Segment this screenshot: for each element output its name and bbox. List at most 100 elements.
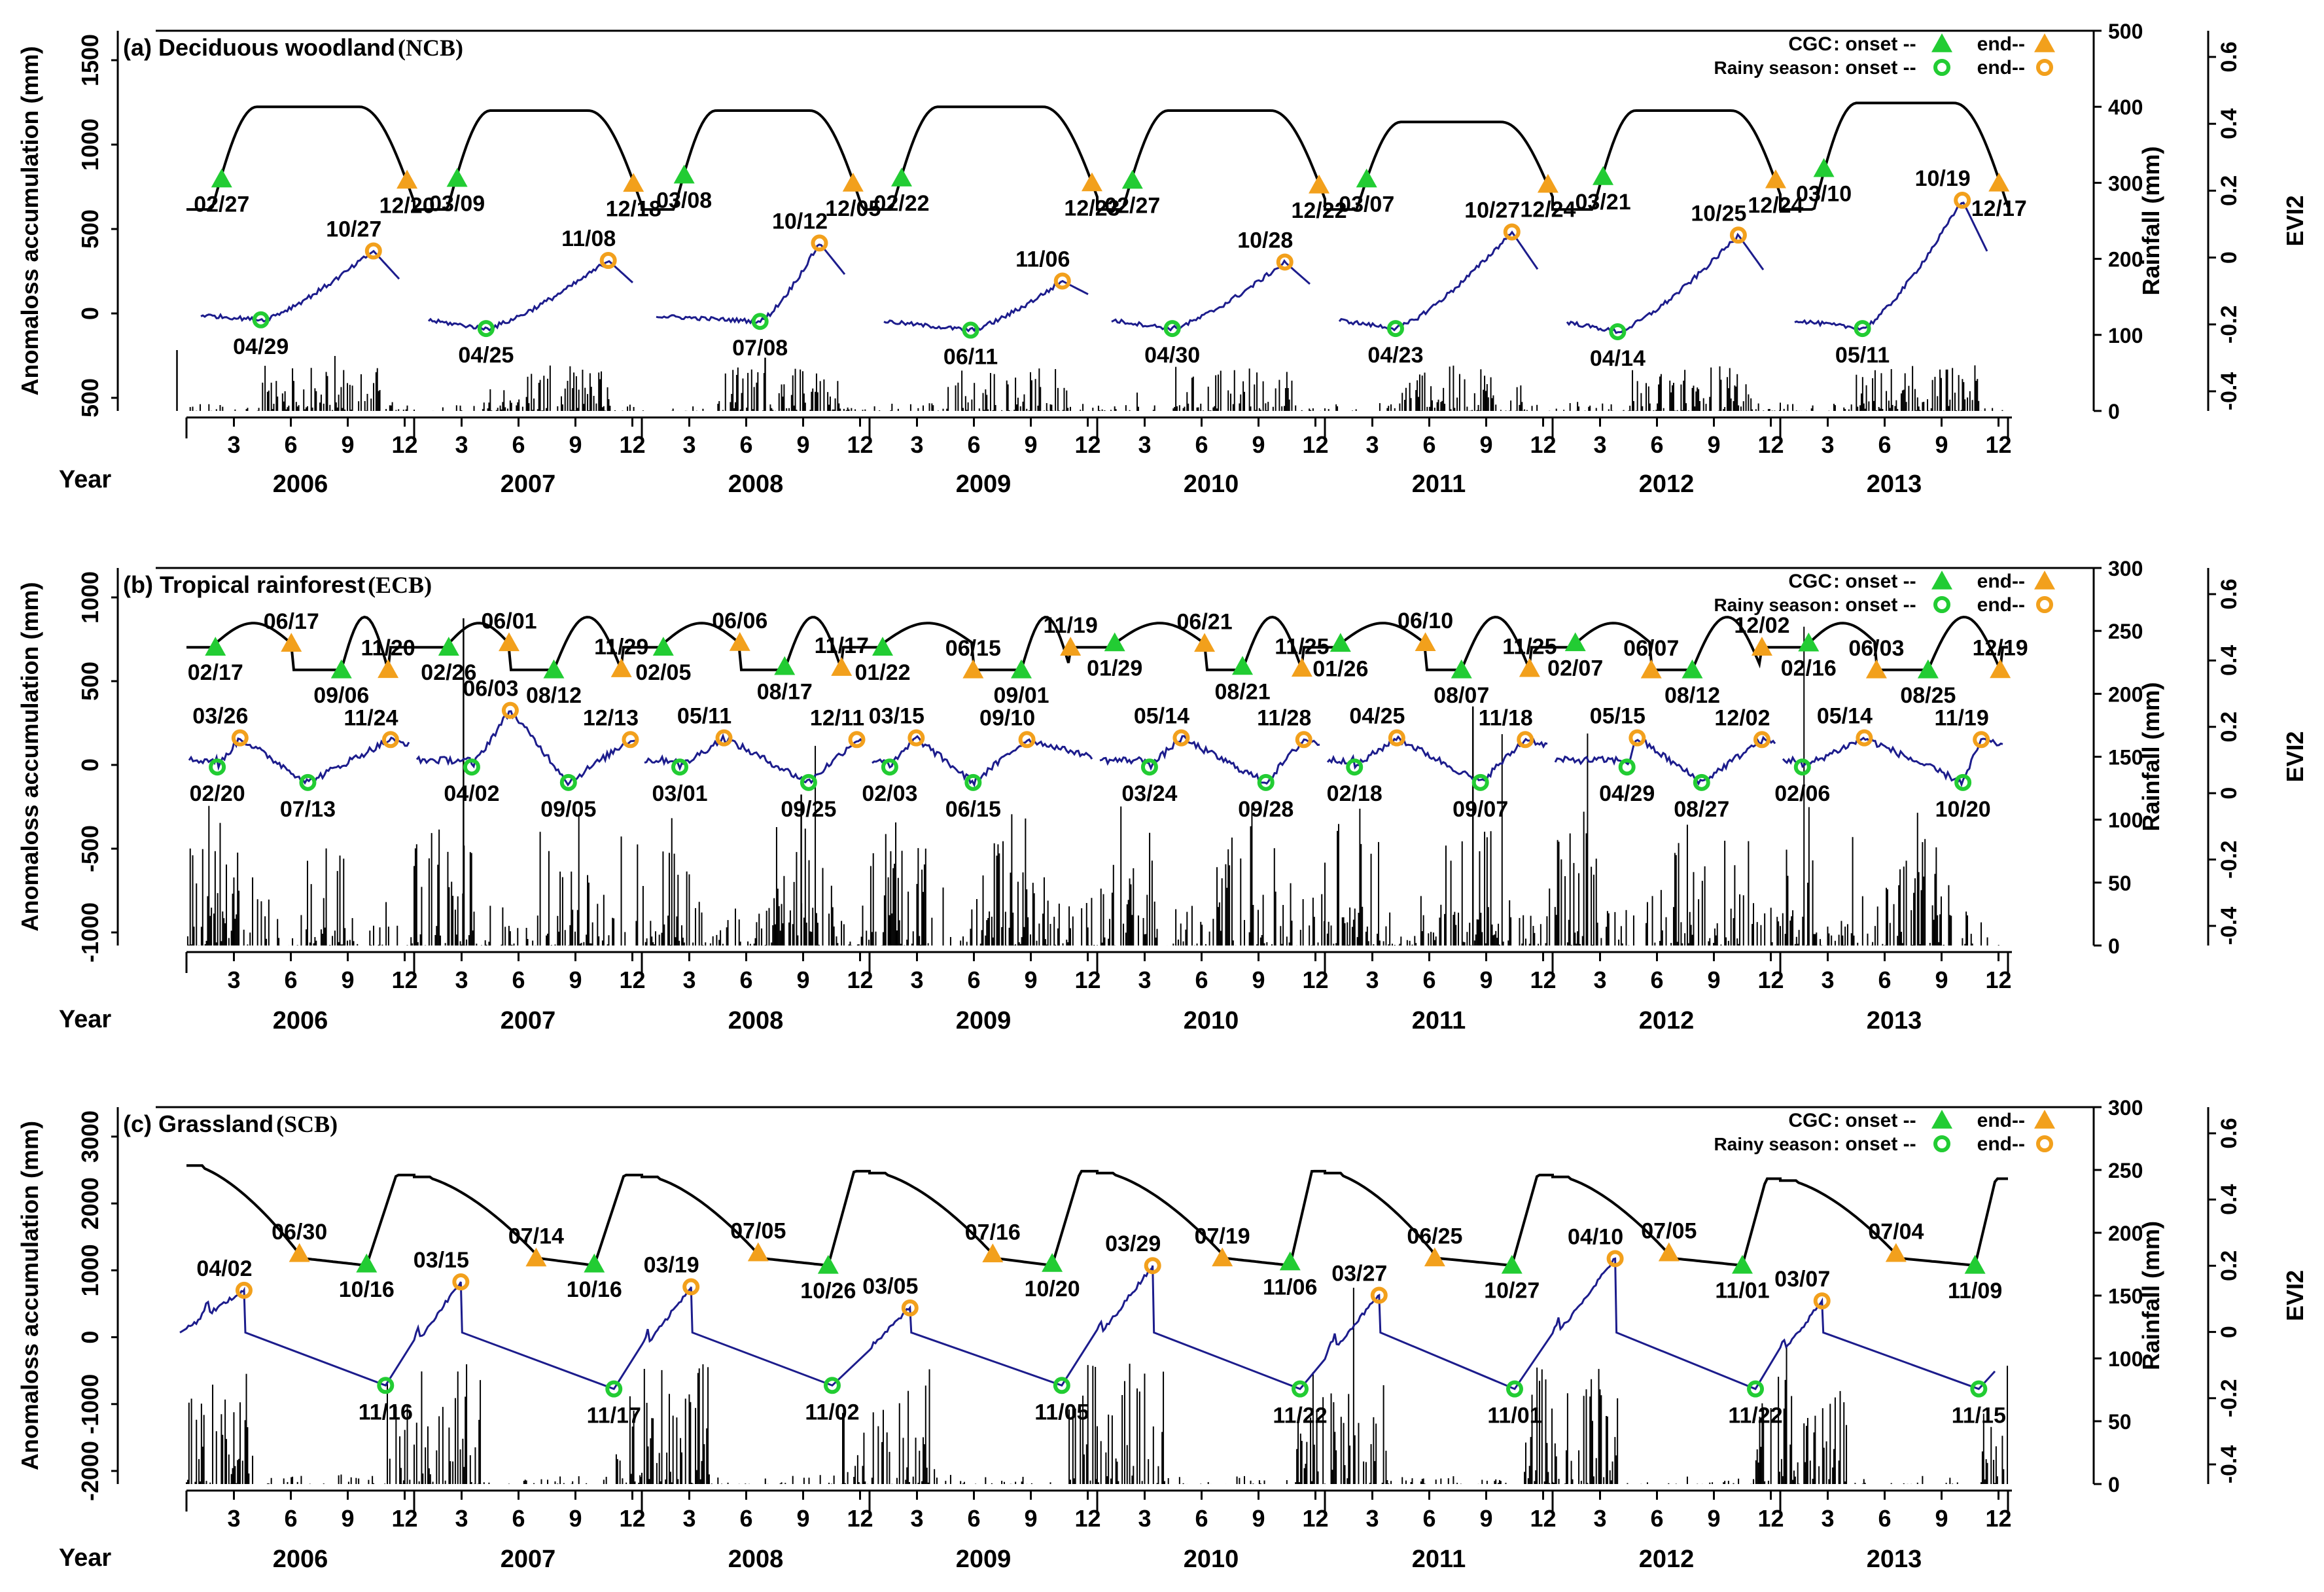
legend-cgc-onset-marker bbox=[1931, 571, 1952, 590]
rain-tick-label: 150 bbox=[2108, 746, 2143, 769]
rain-tick-label: 100 bbox=[2108, 809, 2143, 832]
rainy-end-label: 05/11 bbox=[677, 704, 731, 729]
rainy-onset-marker bbox=[559, 773, 577, 791]
rainy-onset-label: 09/28 bbox=[1238, 797, 1294, 822]
left-axis-label: Anomaloss accumulation (mm) bbox=[16, 582, 43, 931]
panel-title: (c) Grassland (SCB) bbox=[123, 1110, 338, 1137]
cgc-end-marker bbox=[396, 169, 418, 189]
rainy-onset-label: 09/25 bbox=[781, 797, 836, 822]
rainy-onset-label: 04/02 bbox=[444, 781, 499, 806]
cgc-end-marker bbox=[525, 1247, 547, 1267]
cgc-end-marker bbox=[499, 632, 519, 652]
cgc-end-marker bbox=[831, 657, 853, 676]
rain-axis-label: Rainfall (mm) bbox=[2138, 146, 2164, 295]
rainy-onset-marker bbox=[1292, 1380, 1309, 1398]
evi-tick-label: 0.6 bbox=[2217, 578, 2242, 609]
rainy-end-label: 03/07 bbox=[1774, 1267, 1830, 1292]
accumulation-line bbox=[1554, 735, 1776, 786]
month-tick-label: 3 bbox=[1138, 966, 1151, 993]
cgc-end-marker bbox=[962, 659, 984, 679]
rainy-onset-label: 04/29 bbox=[233, 334, 289, 359]
year-label: 2012 bbox=[1639, 470, 1695, 498]
left-tick-label: 0 bbox=[77, 307, 103, 320]
rainy-end-label: 04/25 bbox=[1349, 704, 1405, 729]
year-label: 2012 bbox=[1639, 1546, 1695, 1573]
evi2-line bbox=[186, 101, 2009, 211]
year-label: 2011 bbox=[1412, 1007, 1466, 1035]
panel-title-main: (c) Grassland bbox=[123, 1110, 273, 1137]
evi2-line bbox=[186, 1164, 2008, 1267]
cgc-end-marker bbox=[1194, 633, 1216, 652]
rain-tick-label: 0 bbox=[2108, 1473, 2120, 1496]
rainy-end-marker bbox=[1172, 729, 1190, 747]
left-tick-label: 0 bbox=[77, 1331, 103, 1344]
legend-cgc-end-marker bbox=[2034, 33, 2055, 52]
legend-cgc-end-marker bbox=[2034, 1110, 2055, 1129]
left-axis-label: Anomaloss accumulation (mm) bbox=[16, 1121, 43, 1470]
month-tick-label: 9 bbox=[1935, 1505, 1948, 1532]
rainy-onset-label: 05/11 bbox=[1835, 343, 1890, 368]
month-tick-label: 9 bbox=[1479, 966, 1492, 993]
accumulation-lines bbox=[200, 202, 1988, 334]
cgc-onset-label: 10/27 bbox=[1484, 1279, 1540, 1303]
evi-tick-label: 0 bbox=[2217, 251, 2242, 264]
month-tick-label: 9 bbox=[1252, 1505, 1265, 1532]
month-tick-label: 3 bbox=[1365, 966, 1379, 993]
rainy-end-marker bbox=[1629, 729, 1646, 747]
legend-cgc-onset-marker bbox=[1931, 1110, 1952, 1129]
legend-rainy-label: Rainy season bbox=[1714, 58, 1832, 78]
rainy-onset-label: 08/27 bbox=[1674, 797, 1729, 822]
accumulation-line bbox=[1099, 735, 1320, 785]
rainy-end-label: 05/14 bbox=[1134, 704, 1189, 729]
rainy-onset-marker bbox=[252, 311, 270, 328]
rainy-end-label: 11/19 bbox=[1935, 705, 1989, 730]
rainy-onset-label: 11/22 bbox=[1728, 1404, 1782, 1428]
cgc-onset-marker bbox=[872, 637, 894, 656]
rainy-onset-label: 02/20 bbox=[190, 781, 245, 806]
cgc-end-marker bbox=[610, 658, 632, 677]
rainy-onset-marker bbox=[751, 313, 769, 330]
cgc-end-label: 11/17 bbox=[815, 633, 869, 658]
accumulation-line bbox=[1566, 232, 1765, 334]
rain-axis-label: Rainfall (mm) bbox=[2138, 682, 2164, 831]
rainy-end-marker bbox=[1144, 1257, 1161, 1275]
rainy-onset-marker bbox=[209, 758, 226, 776]
rainy-end-marker bbox=[1954, 192, 1971, 209]
month-tick-label: 3 bbox=[455, 1505, 468, 1532]
month-tick-label: 9 bbox=[1707, 431, 1720, 458]
legend-cgc-onset-marker bbox=[1931, 33, 1952, 52]
cgc-onset-label: 01/26 bbox=[1312, 656, 1368, 681]
rainy-end-marker bbox=[1813, 1292, 1831, 1310]
month-tick-label: 12 bbox=[1985, 966, 2011, 993]
rainy-end-marker bbox=[364, 242, 382, 260]
rainfall-bars bbox=[176, 350, 2003, 411]
legend-rainy-onset-marker bbox=[1933, 1135, 1950, 1152]
cgc-onset-marker bbox=[1813, 158, 1835, 177]
rainy-end-label: 12/02 bbox=[1714, 705, 1770, 730]
rainy-end-marker bbox=[715, 729, 733, 747]
cgc-onset-label: 10/16 bbox=[339, 1277, 395, 1302]
accumulation-line bbox=[415, 710, 637, 787]
accumulation-line bbox=[644, 733, 866, 785]
cgc-onset-marker bbox=[1964, 1254, 1986, 1274]
accumulation-line bbox=[1326, 735, 1548, 782]
rainy-onset-marker bbox=[1506, 1380, 1523, 1398]
cgc-onset-marker bbox=[205, 637, 226, 656]
rainy-end-label: 11/24 bbox=[343, 705, 398, 730]
accumulation-line bbox=[656, 243, 846, 325]
cgc-onset-marker bbox=[774, 656, 796, 675]
rainy-end-label: 04/02 bbox=[196, 1256, 252, 1281]
cgc-end-marker bbox=[1865, 659, 1887, 679]
month-tick-label: 3 bbox=[1593, 431, 1606, 458]
legend-end-text: end-- bbox=[1977, 57, 2025, 79]
rainy-onset-label: 06/15 bbox=[945, 797, 1001, 822]
rainy-onset-marker bbox=[1954, 773, 1972, 791]
cgc-end-label: 12/22 bbox=[1291, 198, 1347, 223]
cgc-onset-label: 02/05 bbox=[635, 660, 691, 685]
cgc-onset-marker bbox=[543, 659, 565, 679]
cgc-end-label: 07/05 bbox=[1641, 1219, 1697, 1244]
month-tick-label: 12 bbox=[1985, 1505, 2011, 1532]
rainy-onset-marker bbox=[1471, 773, 1489, 791]
phenology-markers: 02/17 09/06 02/26 08/12 02/05 08/17 01/22 09/01… bbox=[188, 609, 2028, 822]
